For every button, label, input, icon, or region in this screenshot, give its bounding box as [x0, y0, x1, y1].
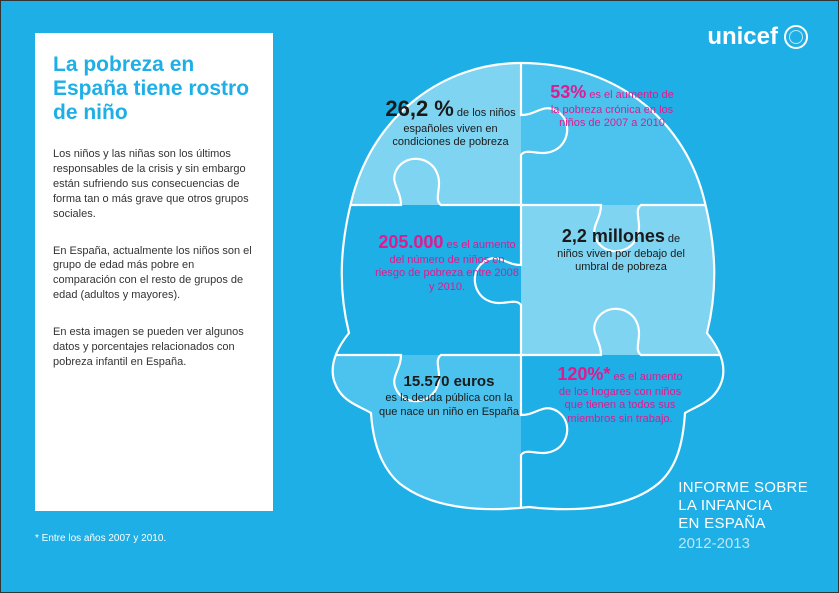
stat-piece-poverty-rate: 26,2 % de los niños españoles viven en c… [373, 87, 528, 158]
stat-value: 2,2 millones [562, 226, 665, 246]
unicef-logo: unicef [707, 23, 808, 51]
stat-piece-risk-increase: 205.000 es el aumento del número de niño… [367, 223, 527, 303]
sidebar-para-2: En España, actualmente los niños son el … [53, 244, 255, 303]
stat-piece-millions: 2,2 millones de niños viven por debajo d… [541, 217, 701, 283]
puzzle-head: 26,2 % de los niños españoles viven en c… [311, 55, 731, 515]
stat-piece-chronic-poverty: 53% es el aumento de la pobreza crónica … [537, 73, 687, 139]
unicef-logo-text: unicef [707, 23, 778, 51]
sidebar-para-1: Los niños y las niñas son los últimos re… [53, 147, 255, 221]
footnote-text: * Entre los años 2007 y 2010. [35, 533, 166, 544]
sidebar-panel: La pobreza en España tiene rostro de niñ… [35, 33, 273, 511]
stat-text: es la deuda pública con la que nace un n… [379, 392, 519, 418]
stat-value: 15.570 euros [404, 373, 495, 390]
report-line-3: EN ESPAÑA [678, 515, 808, 533]
infographic-page: La pobreza en España tiene rostro de niñ… [0, 0, 839, 593]
sidebar-title: La pobreza en España tiene rostro de niñ… [53, 53, 255, 125]
stat-value: 205.000 [378, 232, 443, 252]
stat-piece-households: 120%* es el aumento de los hogares con n… [545, 355, 695, 435]
report-years: 2012-2013 [678, 535, 808, 552]
stat-value: 120%* [557, 364, 610, 384]
sidebar-para-3: En esta imagen se pueden ver algunos dat… [53, 325, 255, 370]
stat-value: 53% [550, 82, 586, 102]
stat-value: 26,2 % [385, 96, 454, 121]
unicef-logo-icon [784, 25, 808, 49]
stat-piece-debt: 15.570 euros es la deuda pública con la … [369, 365, 529, 427]
